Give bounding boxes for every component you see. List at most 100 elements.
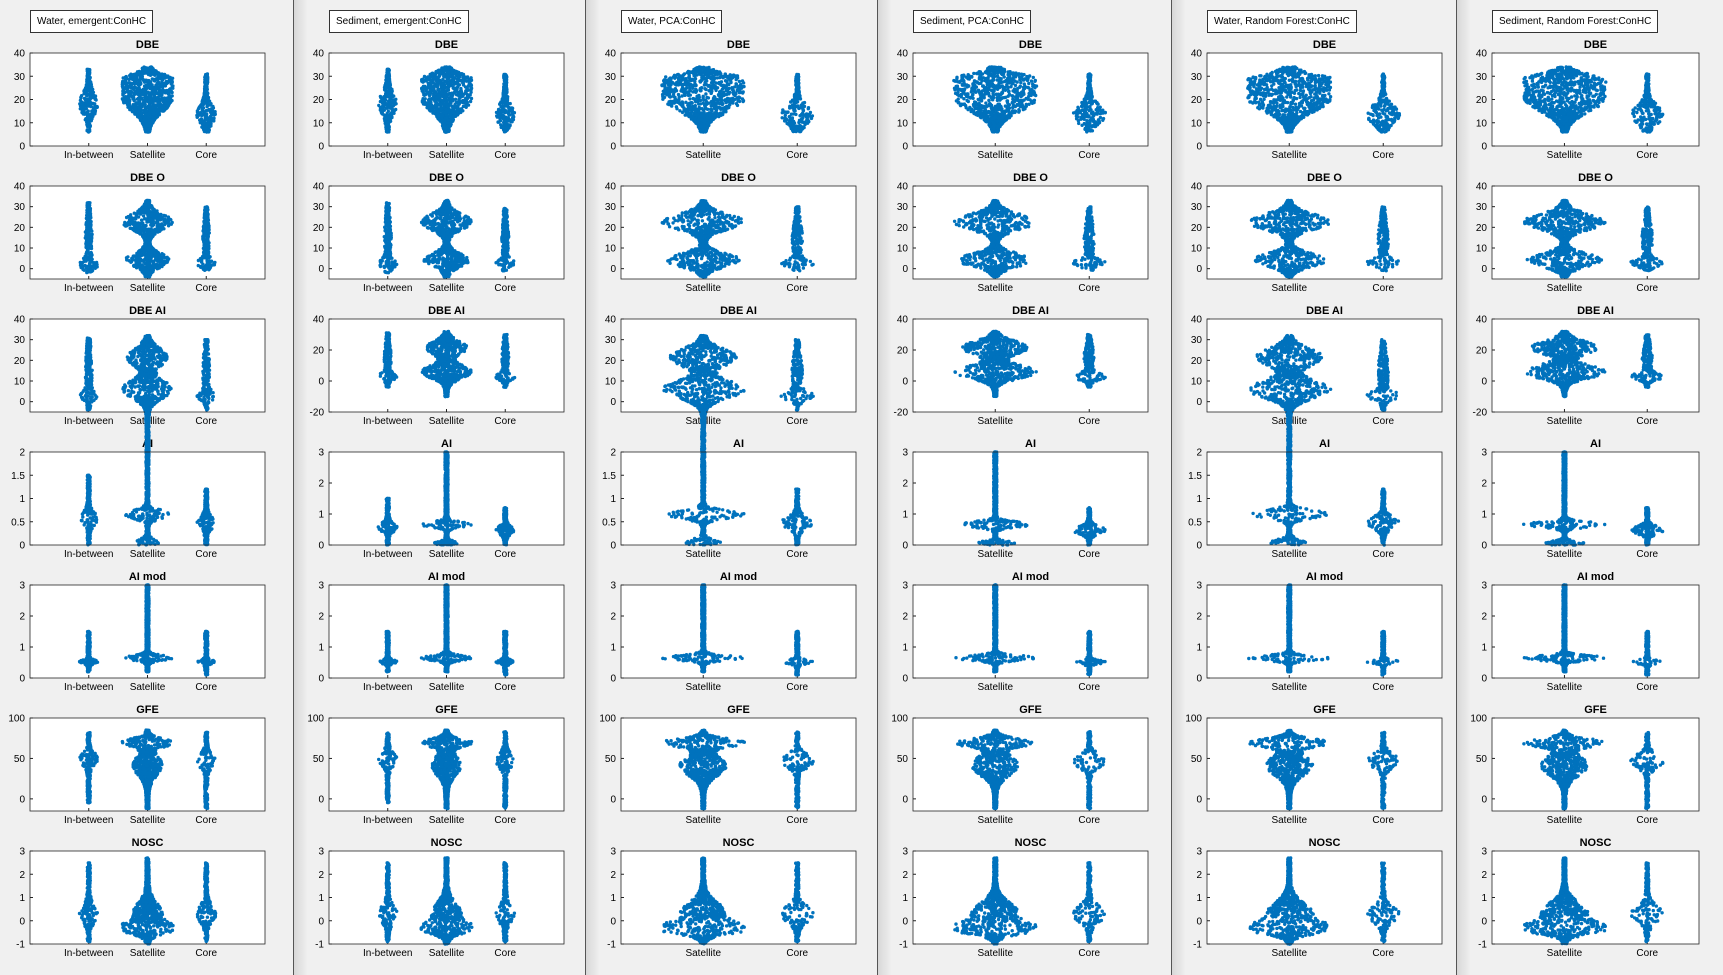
- data-point: [86, 97, 90, 102]
- data-point: [86, 243, 90, 247]
- data-point: [198, 118, 202, 122]
- data-point: [155, 98, 159, 103]
- data-point: [203, 376, 207, 381]
- data-point: [81, 108, 86, 112]
- data-point: [204, 127, 209, 131]
- data-point: [130, 390, 135, 394]
- data-point: [210, 108, 215, 112]
- data-point: [154, 362, 159, 366]
- data-point: [139, 113, 144, 117]
- data-point: [83, 112, 87, 116]
- data-point: [160, 109, 165, 113]
- data-point: [205, 93, 209, 97]
- data-point: [149, 100, 153, 104]
- data-point: [200, 113, 204, 118]
- data-point: [134, 266, 139, 270]
- data-point: [122, 389, 127, 393]
- data-point: [86, 482, 90, 486]
- data-point: [142, 91, 146, 95]
- data-point: [141, 214, 146, 218]
- data-point: [133, 85, 137, 90]
- data-point: [143, 228, 148, 232]
- data-point: [145, 109, 149, 114]
- data-point: [136, 252, 140, 256]
- data-point: [81, 396, 85, 400]
- data-point: [85, 238, 89, 243]
- x-tick-label: Satellite: [130, 283, 166, 294]
- data-point: [147, 334, 151, 338]
- data-point: [151, 360, 155, 365]
- data-point: [86, 68, 91, 72]
- data-point: [143, 204, 148, 209]
- data-point: [213, 110, 217, 114]
- data-point: [202, 244, 207, 249]
- data-point: [139, 88, 143, 93]
- y-tick-label: 20: [14, 356, 26, 367]
- data-point: [171, 86, 175, 90]
- data-point: [204, 83, 209, 87]
- data-point: [138, 387, 142, 392]
- data-point: [155, 400, 159, 404]
- data-point: [204, 338, 209, 343]
- data-point: [198, 111, 202, 115]
- y-tick-label: 40: [14, 315, 26, 326]
- data-point: [140, 247, 145, 251]
- data-point: [202, 373, 206, 377]
- x-tick-label: In-between: [64, 416, 113, 427]
- data-point: [136, 354, 140, 359]
- data-point: [92, 518, 97, 523]
- data-point: [144, 353, 148, 358]
- data-point: [131, 350, 135, 354]
- data-point: [197, 105, 202, 109]
- data-point: [158, 254, 162, 258]
- data-point: [195, 394, 199, 399]
- data-point: [85, 256, 89, 260]
- data-point: [164, 79, 168, 84]
- data-point: [123, 384, 128, 389]
- data-point: [202, 240, 206, 244]
- data-point: [88, 541, 92, 546]
- data-point: [148, 258, 153, 262]
- data-point: [139, 253, 144, 257]
- data-point: [88, 404, 93, 408]
- y-tick-label: 20: [14, 223, 26, 234]
- y-tick-label: 0: [19, 541, 25, 552]
- data-point: [203, 398, 207, 402]
- data-point: [201, 387, 205, 391]
- data-point: [134, 377, 138, 381]
- data-point: [150, 120, 154, 124]
- data-point: [157, 223, 162, 227]
- data-point: [210, 398, 215, 402]
- data-point: [142, 208, 146, 213]
- data-point: [120, 84, 125, 89]
- data-point: [158, 346, 162, 351]
- data-point: [202, 401, 206, 405]
- data-point: [89, 113, 93, 118]
- data-point: [155, 213, 160, 217]
- data-point: [138, 380, 143, 384]
- y-tick-label: 30: [14, 202, 26, 213]
- data-point: [164, 91, 168, 95]
- data-point: [134, 360, 138, 364]
- data-point: [153, 117, 157, 121]
- data-point: [89, 371, 93, 375]
- data-point: [203, 231, 207, 236]
- data-point: [130, 106, 134, 110]
- data-point: [145, 217, 149, 221]
- data-point: [81, 515, 85, 519]
- data-point: [141, 234, 145, 239]
- data-point: [142, 339, 146, 343]
- data-point: [140, 402, 145, 406]
- data-point: [83, 388, 88, 392]
- subplot-title: DBE O: [130, 172, 165, 184]
- data-point: [127, 218, 132, 222]
- data-point: [152, 78, 156, 83]
- data-point: [132, 211, 136, 215]
- data-point: [155, 81, 159, 85]
- data-point: [153, 85, 157, 90]
- data-point: [94, 98, 98, 102]
- data-point: [151, 222, 156, 227]
- data-point: [202, 368, 207, 372]
- data-point: [95, 265, 99, 269]
- data-point: [87, 85, 92, 90]
